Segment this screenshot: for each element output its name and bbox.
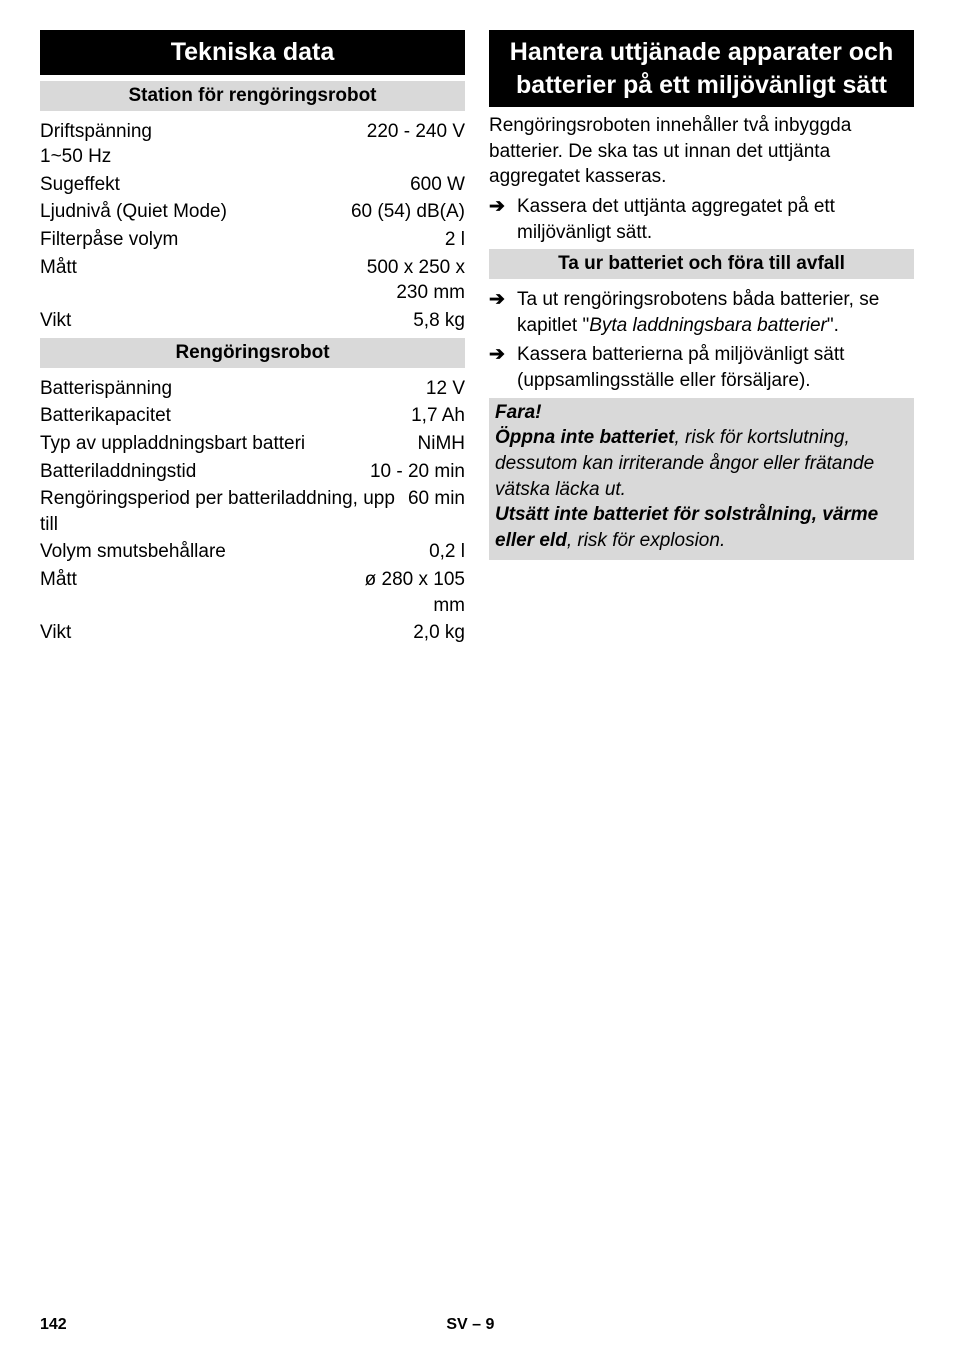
spec-row: Mått 500 x 250 x 230 mm — [40, 255, 465, 306]
spec-value: 220 - 240 V — [367, 119, 465, 145]
bullet-text: Kassera det uttjänta aggregatet på ett m… — [517, 194, 914, 245]
spec-row: Batteriladdningstid 10 - 20 min — [40, 459, 465, 485]
page-footer: 142 SV – 9 — [40, 1296, 914, 1334]
warning-box: Fara! Öppna inte batteriet, risk för kor… — [489, 398, 914, 560]
spec-label: Vikt — [40, 620, 413, 646]
spec-label: Filterpåse volym — [40, 227, 445, 253]
right-paragraph-1: Rengöringsroboten innehåller två inbyggd… — [489, 113, 914, 190]
spec-label: Batterispänning — [40, 376, 426, 402]
spec-label: Typ av uppladdningsbart batteri — [40, 431, 418, 457]
spec-row: Typ av uppladdningsbart batteri NiMH — [40, 431, 465, 457]
spec-row: Ljudnivå (Quiet Mode) 60 (54) dB(A) — [40, 199, 465, 225]
bullet-item: ➔ Ta ut rengöringsrobotens båda batterie… — [489, 287, 914, 338]
spec-value: NiMH — [418, 431, 466, 457]
spec-label: Ljudnivå (Quiet Mode) — [40, 199, 351, 225]
arrow-icon: ➔ — [489, 287, 517, 338]
spec-value: 60 (54) dB(A) — [351, 199, 465, 225]
spec-label: Volym smutsbehållare — [40, 539, 429, 565]
spec-label: Rengöringsperiod per batteriladdning, up… — [40, 486, 408, 537]
right-subheader-1: Ta ur batteriet och föra till avfall — [489, 249, 914, 279]
spec-value: 60 min — [408, 486, 465, 512]
content-columns: Tekniska data Station för rengöringsrobo… — [40, 30, 914, 1296]
spec-row: Rengöringsperiod per batteriladdning, up… — [40, 486, 465, 537]
spec-row: Batterispänning 12 V — [40, 376, 465, 402]
spec-row: Filterpåse volym 2 l — [40, 227, 465, 253]
bullet-item: ➔ Kassera det uttjänta aggregatet på ett… — [489, 194, 914, 245]
spec-value: 2,0 kg — [413, 620, 465, 646]
bullet-item: ➔ Kassera batterierna på miljövänligt sä… — [489, 342, 914, 393]
spec-value: 5,8 kg — [413, 308, 465, 334]
spec-row: Vikt 5,8 kg — [40, 308, 465, 334]
bullet-text-italic: Byta laddningsbara batterier — [589, 315, 827, 336]
warning-bold: Öppna inte batteriet — [495, 427, 674, 448]
arrow-icon: ➔ — [489, 194, 517, 245]
spec-row: Batterikapacitet 1,7 Ah — [40, 403, 465, 429]
spec-value: 500 x 250 x 230 mm — [367, 255, 465, 306]
spec-label: Vikt — [40, 308, 413, 334]
left-column: Tekniska data Station för rengöringsrobo… — [40, 30, 465, 1296]
footer-page-number: 142 — [40, 1316, 67, 1334]
spec-value: 0,2 l — [429, 539, 465, 565]
spec-label: Driftspänning 1~50 Hz — [40, 119, 367, 170]
spec-row: Driftspänning 1~50 Hz 220 - 240 V — [40, 119, 465, 170]
spec-value: 12 V — [426, 376, 465, 402]
spec-label: Mått — [40, 567, 365, 593]
right-title: Hantera uttjänade apparater och batterie… — [489, 30, 914, 107]
spec-value: 600 W — [410, 172, 465, 198]
warning-head: Fara! — [495, 400, 908, 426]
spec-row: Sugeffekt 600 W — [40, 172, 465, 198]
spec-row: Mått ø 280 x 105 mm — [40, 567, 465, 618]
right-column: Hantera uttjänade apparater och batterie… — [489, 30, 914, 1296]
bullet-text: Ta ut rengöringsrobotens båda batterier,… — [517, 287, 914, 338]
left-title: Tekniska data — [40, 30, 465, 75]
spec-value: 1,7 Ah — [411, 403, 465, 429]
spec-value: 2 l — [445, 227, 465, 253]
spec-value: ø 280 x 105 mm — [365, 567, 465, 618]
warning-body: Öppna inte batteriet, risk för kortslutn… — [495, 425, 908, 553]
bullet-text-part: ". — [827, 315, 839, 336]
spec-row: Volym smutsbehållare 0,2 l — [40, 539, 465, 565]
spec-value: 10 - 20 min — [370, 459, 465, 485]
spec-row: Vikt 2,0 kg — [40, 620, 465, 646]
left-subheader-1: Station för rengöringsrobot — [40, 81, 465, 111]
warning-text: , risk för explosion. — [567, 530, 725, 551]
arrow-icon: ➔ — [489, 342, 517, 393]
spec-label: Mått — [40, 255, 367, 281]
spec-label: Batterikapacitet — [40, 403, 411, 429]
spec-label: Sugeffekt — [40, 172, 410, 198]
bullet-text: Kassera batterierna på miljövänligt sätt… — [517, 342, 914, 393]
spec-label: Batteriladdningstid — [40, 459, 370, 485]
footer-center: SV – 9 — [67, 1316, 874, 1334]
left-subheader-2: Rengöringsrobot — [40, 338, 465, 368]
